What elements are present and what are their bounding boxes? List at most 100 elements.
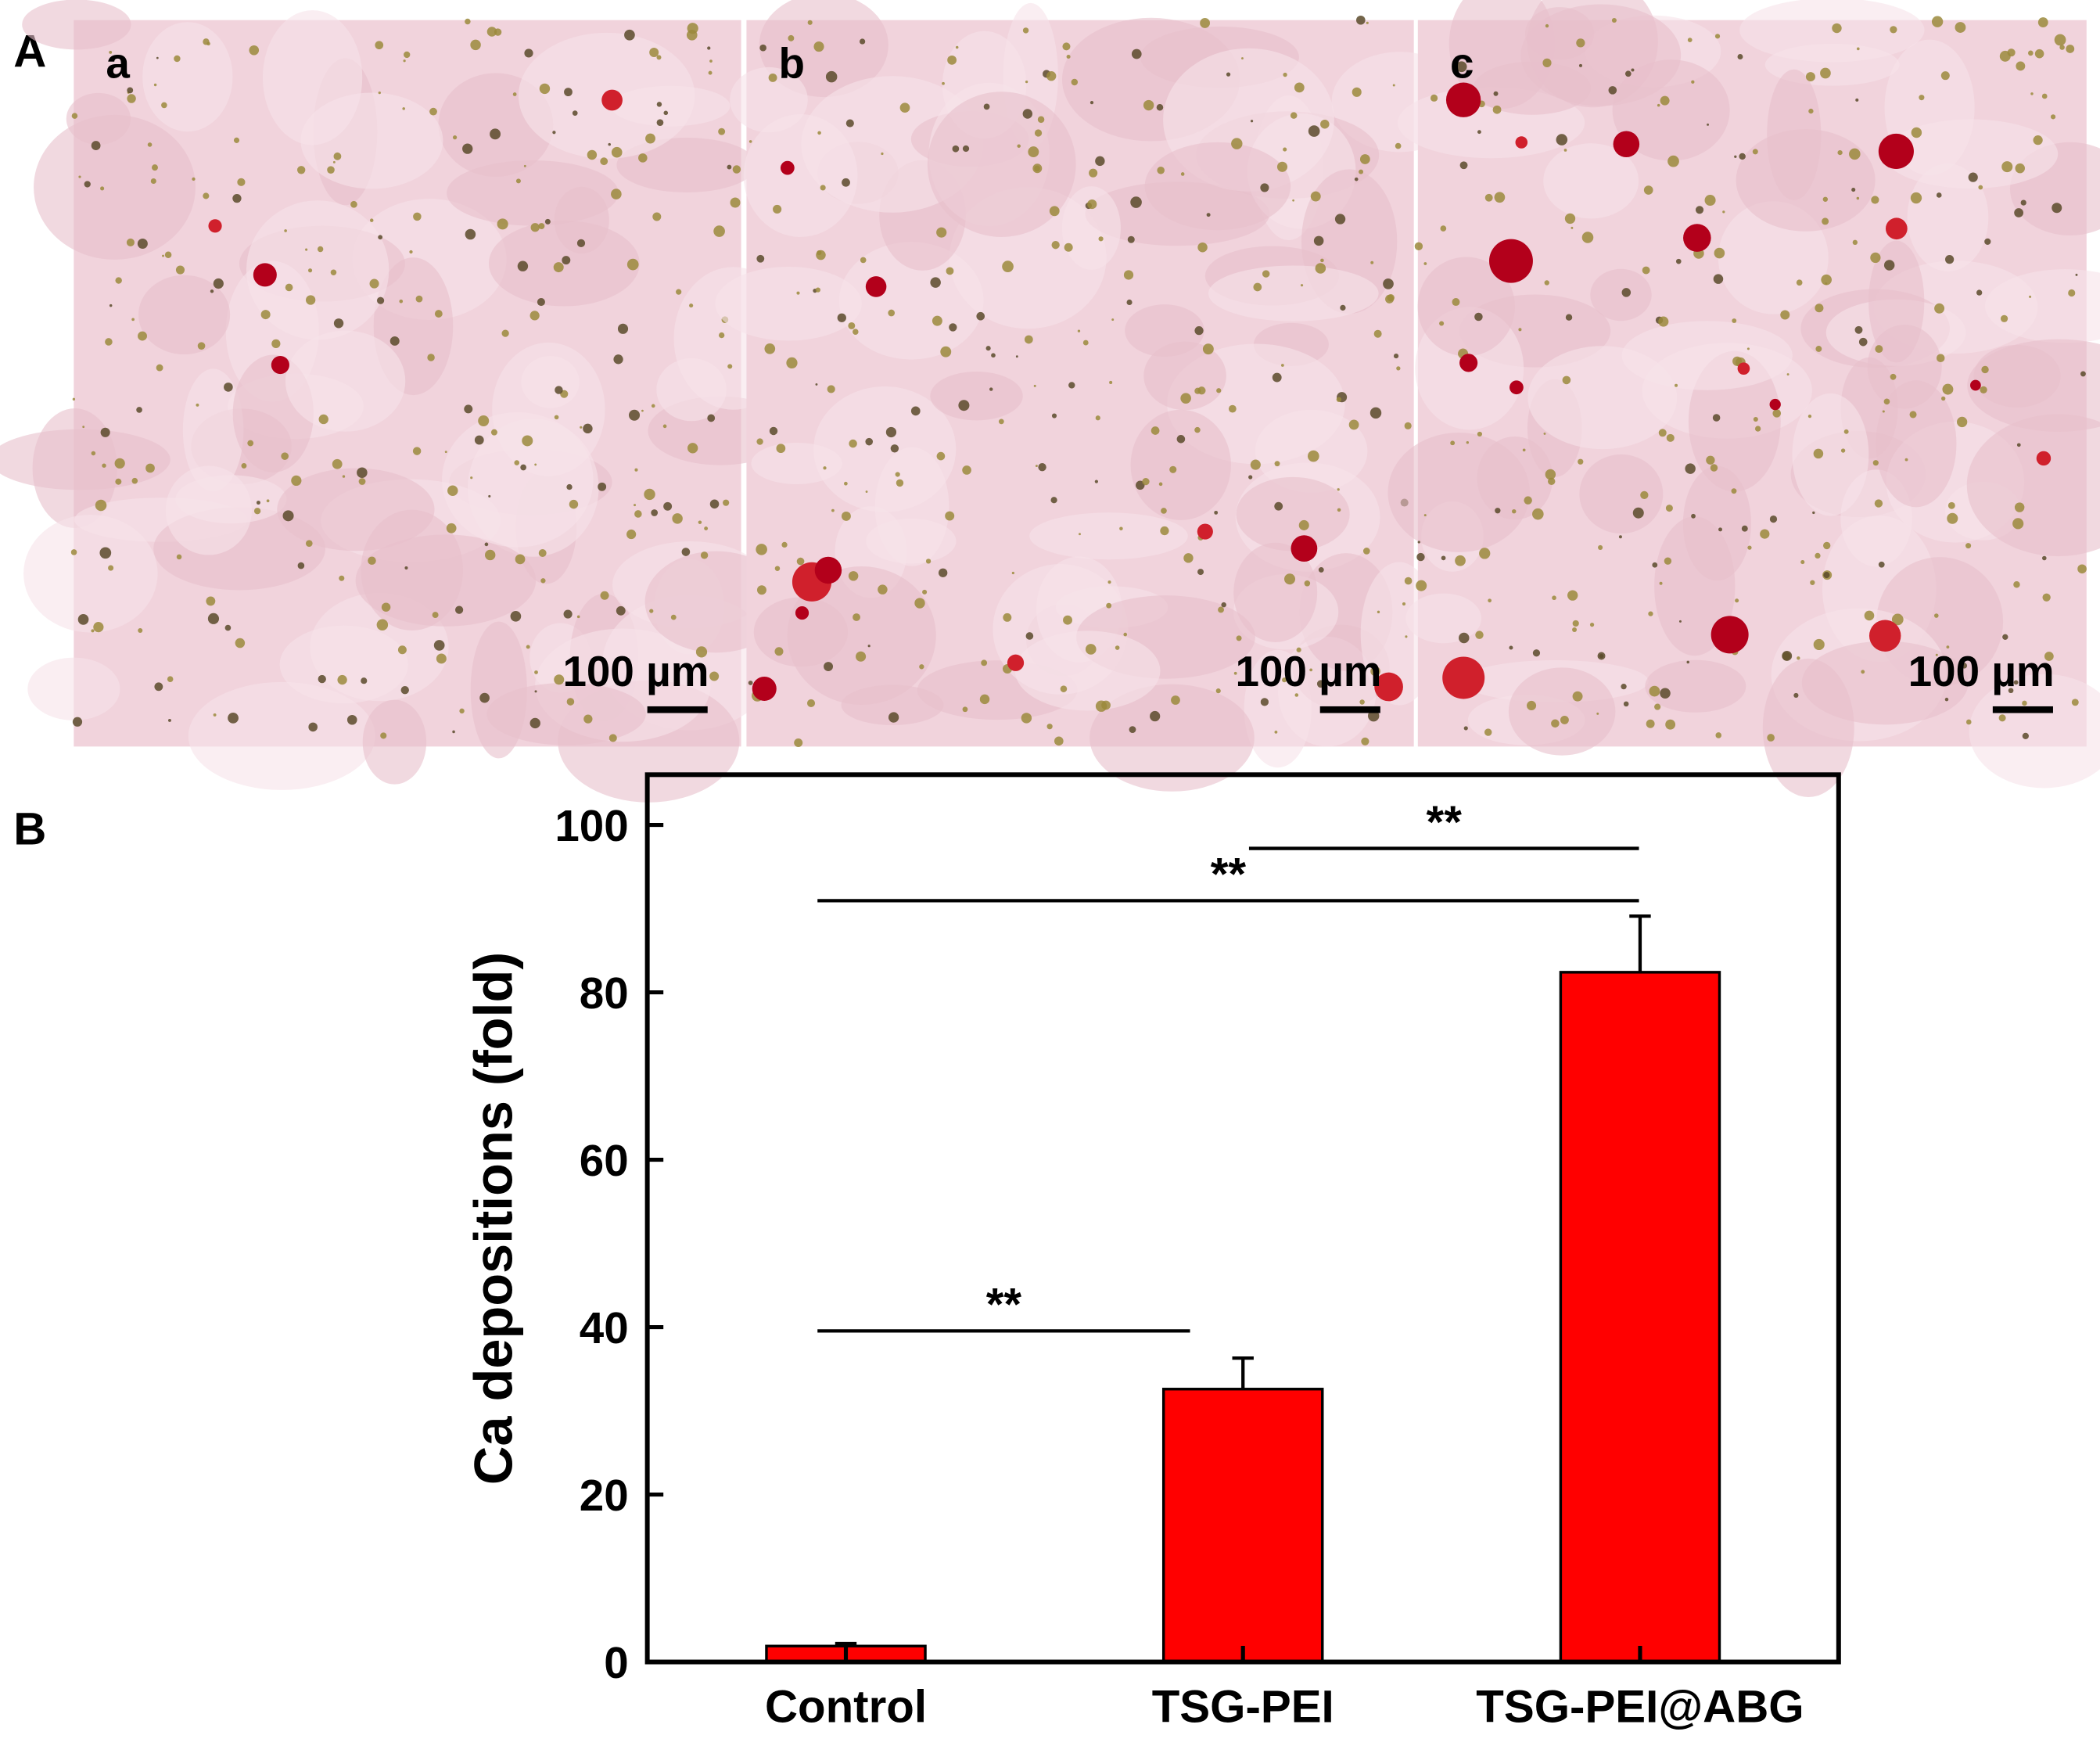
particle [530, 223, 540, 232]
particle [1340, 304, 1346, 311]
particle [1861, 670, 1865, 674]
particle [1623, 701, 1629, 707]
particle [462, 143, 473, 154]
particle [1477, 431, 1483, 437]
texture [447, 160, 619, 226]
particle [853, 329, 859, 335]
particle [946, 267, 954, 275]
particle [1054, 736, 1064, 746]
particle [756, 585, 766, 595]
particle [781, 541, 788, 548]
particle [282, 510, 294, 522]
particle [544, 218, 551, 225]
particle [1160, 526, 1169, 536]
particle [490, 128, 501, 140]
particle [1456, 61, 1467, 73]
texture [1208, 265, 1379, 322]
particle [1202, 343, 1214, 355]
particle [175, 265, 185, 275]
particle [1071, 78, 1079, 86]
bar [1559, 971, 1721, 1664]
particle [1560, 715, 1569, 724]
particle [228, 712, 239, 724]
particle [598, 482, 607, 491]
particle [1856, 47, 1860, 51]
scale-bar-label: 100 µm [562, 647, 709, 695]
particle [1241, 57, 1244, 60]
particle [2030, 92, 2034, 95]
particle [1548, 477, 1556, 486]
particle [332, 160, 336, 163]
particle [1298, 519, 1309, 530]
micrograph: a 100 µm [0, 0, 793, 803]
particle [207, 613, 220, 624]
particle [427, 354, 435, 361]
particle [70, 549, 77, 555]
texture [1969, 674, 2100, 789]
particle [1310, 191, 1321, 202]
particle [99, 547, 112, 559]
particle [399, 299, 404, 304]
particle [2002, 634, 2008, 640]
particle [1832, 23, 1842, 34]
texture [1527, 0, 1658, 108]
particle [748, 140, 752, 143]
x-tick-label: Control [765, 1682, 927, 1733]
particle [849, 439, 857, 448]
particle [2015, 163, 2025, 174]
particle [318, 674, 326, 684]
particle [1294, 693, 1299, 697]
particle [1852, 239, 1858, 246]
particle [412, 447, 422, 455]
particle [1882, 410, 1885, 413]
particle [1366, 21, 1369, 24]
particle [1746, 347, 1750, 350]
particle [991, 353, 996, 358]
particle [1808, 108, 1814, 114]
particle [488, 494, 491, 498]
particle [936, 227, 947, 238]
particle [922, 589, 928, 595]
particle [497, 218, 508, 230]
texture [1508, 667, 1616, 756]
particle [153, 83, 157, 87]
calcium-nodule [1459, 354, 1478, 372]
particle [138, 331, 147, 341]
particle [1272, 372, 1282, 383]
particle [136, 407, 142, 413]
particle [1891, 613, 1904, 626]
particle [1484, 193, 1493, 202]
particle [1704, 194, 1716, 207]
particle [1359, 699, 1365, 705]
calcium-nodule [1769, 398, 1781, 411]
particle [465, 228, 476, 240]
particle [1999, 50, 2011, 62]
particle [2022, 700, 2027, 706]
particle [1837, 149, 1843, 156]
particle [1822, 217, 1829, 225]
particle [2000, 314, 2008, 322]
texture [285, 330, 406, 432]
particle [114, 458, 125, 469]
particle [2028, 50, 2034, 56]
particle [1318, 566, 1324, 573]
particle [452, 135, 458, 140]
particle [237, 178, 246, 186]
particle [1011, 571, 1014, 575]
particle [2041, 93, 2048, 99]
particle [77, 614, 89, 625]
particle [1524, 496, 1532, 505]
particle [566, 483, 573, 490]
particle [1640, 490, 1649, 499]
particle [1965, 719, 1972, 725]
particle [1942, 383, 1954, 395]
particle [540, 578, 546, 584]
particle [1156, 103, 1164, 111]
particle [1370, 260, 1374, 264]
particle [1652, 562, 1658, 568]
particle [611, 189, 622, 199]
particle [1051, 241, 1060, 250]
y-axis-title: Ca depositions (fold) [464, 952, 524, 1485]
particle [213, 278, 224, 289]
particle [727, 164, 732, 170]
